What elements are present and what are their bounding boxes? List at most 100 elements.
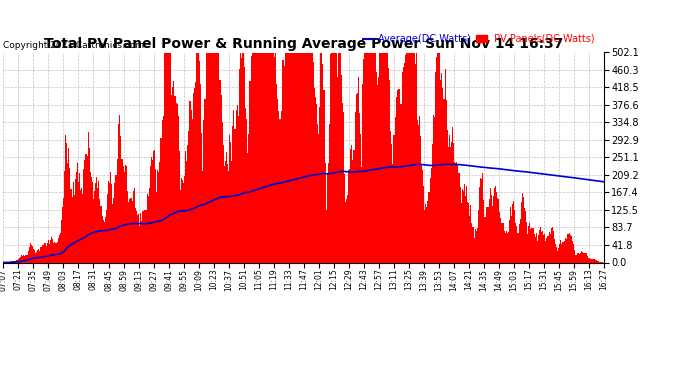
Bar [66,143,67,262]
Bar [291,53,293,262]
Bar [434,117,435,262]
Bar [275,53,276,262]
Bar [490,188,491,262]
Bar [408,53,409,262]
Bar [82,194,83,262]
Bar [496,192,497,262]
Bar [297,53,299,262]
Bar [368,53,370,262]
Bar [407,53,408,262]
Bar [394,135,395,262]
Bar [103,219,104,262]
Bar [359,113,360,262]
Bar [95,183,96,262]
Bar [516,226,518,262]
Bar [130,198,132,262]
Bar [137,215,138,262]
Bar [271,53,272,262]
Bar [402,72,403,262]
Bar [526,222,527,262]
Bar [493,196,494,262]
Bar [30,243,31,262]
Bar [149,189,150,262]
Bar [197,53,198,262]
Bar [508,232,509,262]
Bar [270,53,271,262]
Bar [299,53,300,262]
Bar [216,53,217,262]
Bar [64,171,65,262]
Bar [241,58,242,262]
Bar [111,184,112,262]
Bar [77,163,78,262]
Bar [55,243,57,262]
Bar [182,180,183,262]
Bar [199,60,200,262]
Bar [497,198,498,262]
Bar [215,53,216,262]
Bar [127,191,128,262]
Bar [125,165,126,262]
Bar [593,260,595,262]
Bar [479,188,480,262]
Bar [509,220,510,262]
Bar [79,173,80,262]
Bar [286,53,287,262]
Bar [485,217,486,262]
Bar [266,53,268,262]
Bar [28,251,29,262]
Legend: Average(DC Watts),  PV Panels(DC Watts): Average(DC Watts), PV Panels(DC Watts) [359,30,599,48]
Bar [301,53,302,262]
Bar [457,165,458,262]
Bar [322,64,324,262]
Bar [389,80,390,262]
Bar [37,251,38,262]
Bar [278,111,279,262]
Bar [462,189,463,262]
Bar [305,53,306,262]
Bar [464,184,465,262]
Bar [581,251,582,262]
Bar [128,202,130,262]
Bar [17,260,18,262]
Bar [336,53,337,262]
Bar [361,166,362,262]
Bar [506,232,508,262]
Bar [588,258,589,262]
Bar [513,201,514,262]
Bar [426,207,427,262]
Bar [334,53,335,262]
Bar [413,53,415,262]
Bar [276,84,277,262]
Bar [173,81,175,262]
Bar [449,135,450,262]
Bar [99,200,101,262]
Bar [444,69,446,262]
Bar [357,76,359,262]
Bar [165,53,166,262]
Bar [405,55,406,262]
Bar [49,244,50,262]
Bar [502,223,504,262]
Bar [259,53,260,262]
Bar [355,94,357,262]
Bar [453,142,454,262]
Bar [538,235,539,262]
Bar [552,227,553,262]
Bar [341,75,342,262]
Bar [75,180,76,262]
Bar [138,214,139,262]
Bar [34,250,35,262]
Bar [206,53,208,262]
Bar [575,255,576,262]
Bar [26,255,28,262]
Bar [274,57,275,262]
Bar [484,217,485,262]
Bar [523,197,524,262]
Bar [198,53,199,262]
Bar [498,200,500,262]
Text: Copyright 2021 Cartronics.com: Copyright 2021 Cartronics.com [3,41,145,50]
Bar [436,57,437,262]
Bar [521,202,522,262]
Bar [76,172,77,262]
